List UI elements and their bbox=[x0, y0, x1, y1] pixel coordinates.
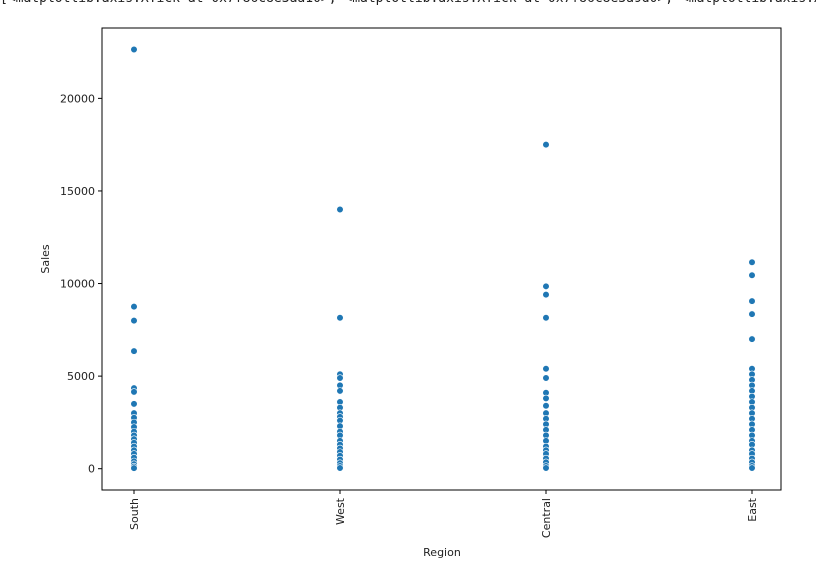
data-point bbox=[336, 374, 344, 382]
data-point bbox=[542, 402, 550, 410]
y-tick-label: 0 bbox=[88, 463, 95, 476]
data-point bbox=[748, 310, 756, 318]
y-tick-label: 5000 bbox=[67, 370, 95, 383]
data-point bbox=[748, 297, 756, 305]
data-point bbox=[542, 464, 550, 472]
plot-area-frame bbox=[101, 27, 782, 491]
data-point bbox=[130, 400, 138, 408]
x-axis-label: Region bbox=[423, 546, 461, 559]
data-point bbox=[748, 335, 756, 343]
x-tick-label: Central bbox=[540, 498, 553, 538]
data-point bbox=[748, 271, 756, 279]
y-axis-label: Sales bbox=[39, 244, 52, 274]
data-point bbox=[542, 365, 550, 373]
data-point bbox=[130, 464, 138, 472]
output-text: [<matplotlib.axis.XTick at 0x7f86c8e3aa1… bbox=[0, 0, 816, 11]
data-point bbox=[130, 303, 138, 311]
data-point bbox=[130, 45, 138, 54]
data-point bbox=[542, 291, 550, 299]
data-point bbox=[130, 316, 138, 325]
y-axis: 0 5000 10000 15000 20000 bbox=[60, 92, 102, 476]
data-point bbox=[748, 464, 756, 472]
data-point bbox=[336, 387, 344, 395]
data-point bbox=[130, 347, 138, 355]
data-point bbox=[542, 394, 550, 402]
data-point bbox=[748, 258, 756, 266]
x-axis: South West Central East bbox=[128, 490, 759, 538]
y-tick-label: 15000 bbox=[60, 185, 95, 198]
y-tick-label: 20000 bbox=[60, 92, 95, 105]
data-point bbox=[130, 388, 138, 396]
data-point bbox=[542, 314, 550, 322]
data-point bbox=[542, 141, 550, 149]
data-point bbox=[336, 464, 344, 472]
data-point bbox=[542, 282, 550, 290]
data-point bbox=[336, 205, 344, 214]
data-points bbox=[130, 45, 756, 472]
x-tick-label: South bbox=[128, 498, 141, 530]
x-tick-label: West bbox=[334, 497, 347, 525]
data-point bbox=[336, 314, 344, 322]
y-tick-label: 10000 bbox=[60, 278, 95, 291]
data-point bbox=[542, 374, 550, 382]
x-tick-label: East bbox=[746, 497, 759, 521]
